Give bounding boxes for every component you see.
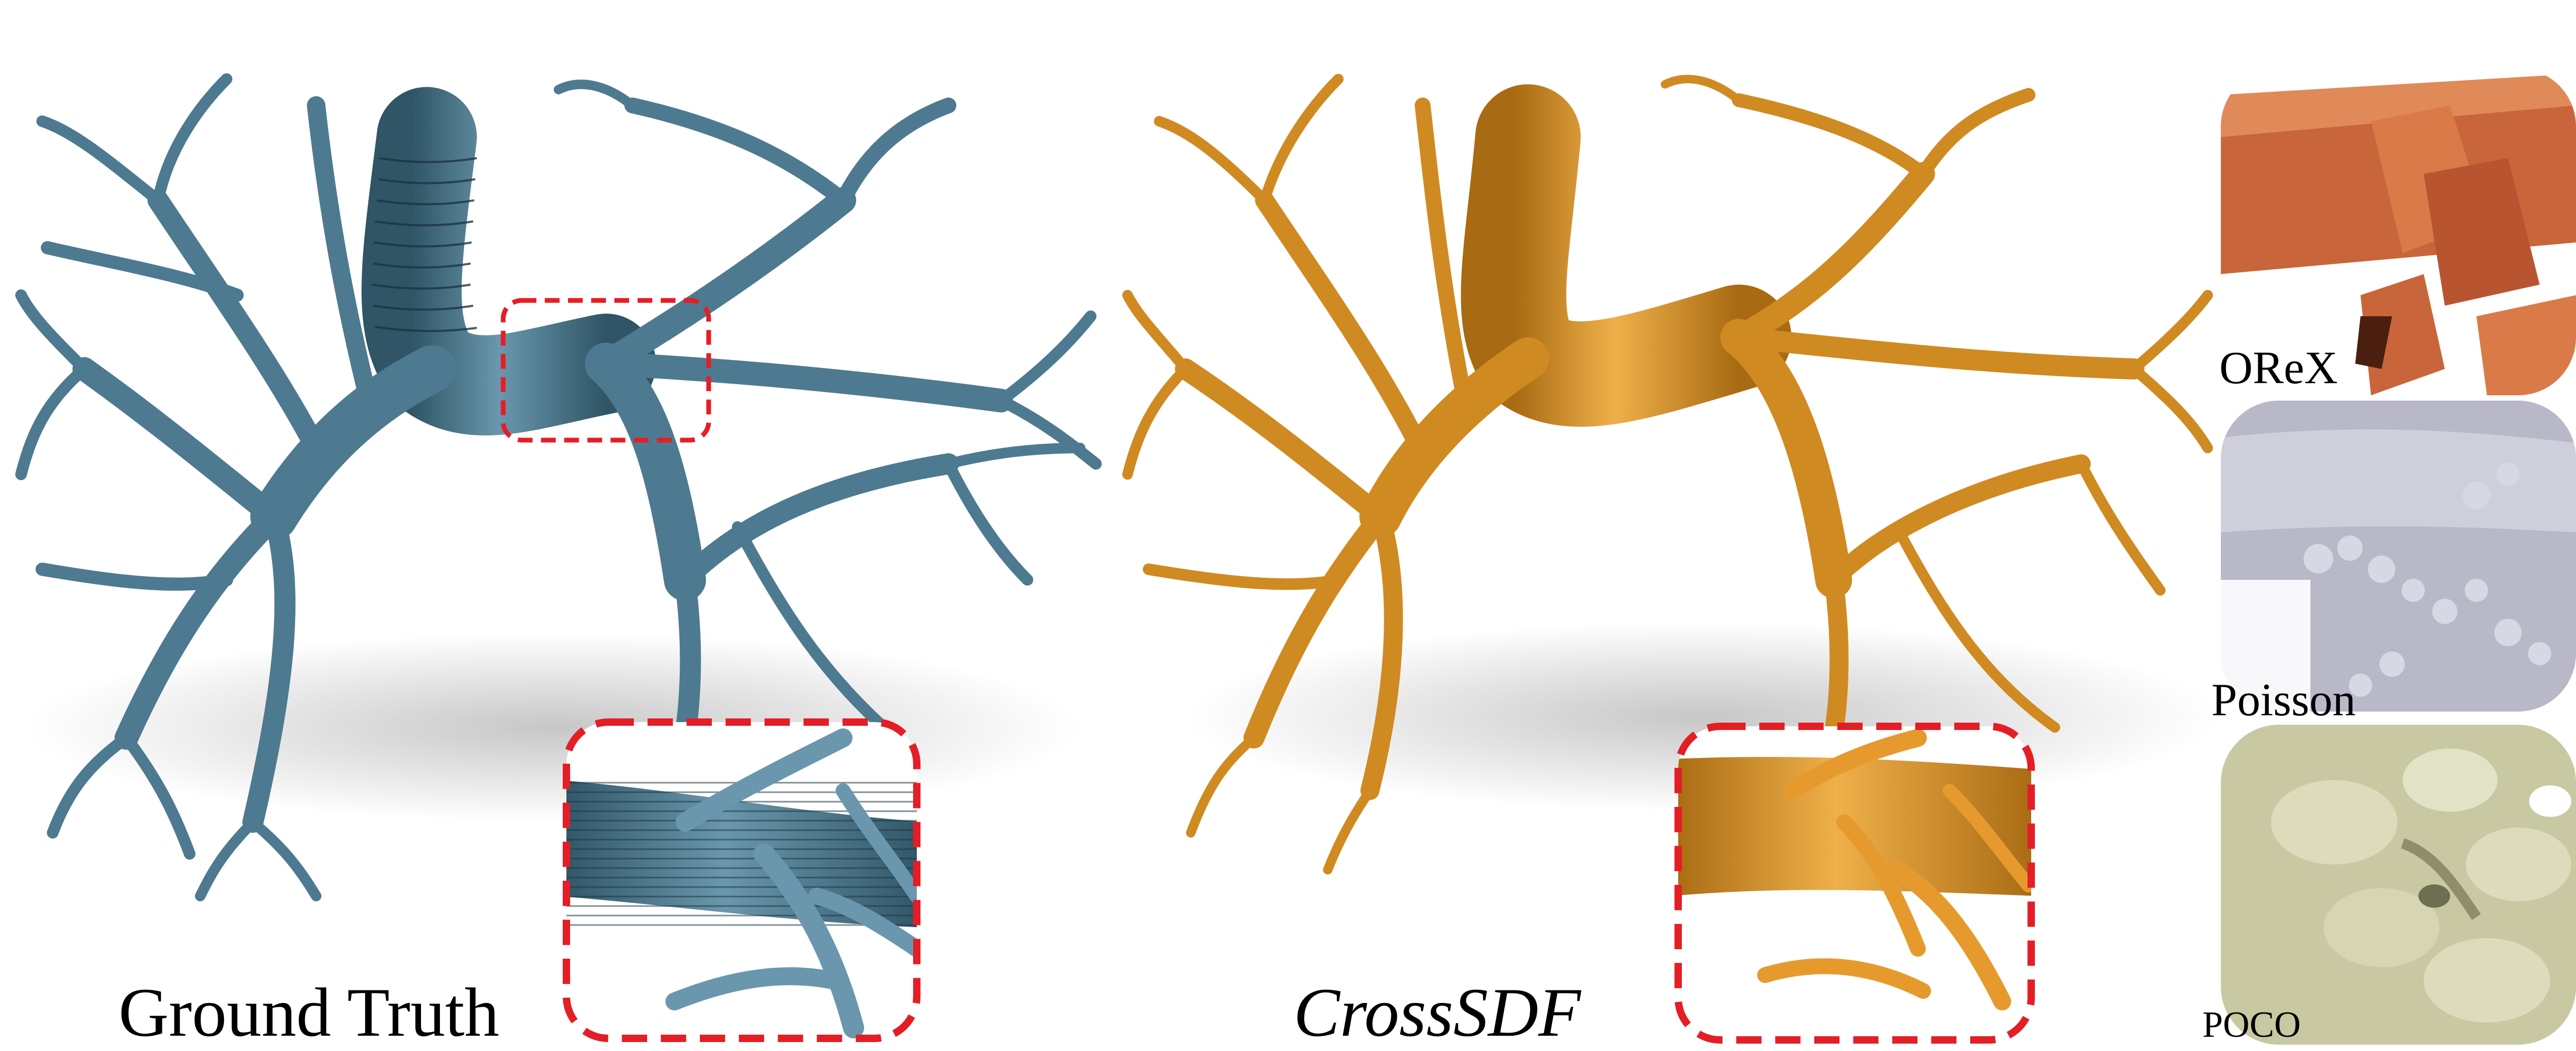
crosssdf-caption: CrossSDF xyxy=(1294,974,1581,1051)
ground-truth-airway-tree xyxy=(15,73,1102,901)
crosssdf-zoom-highlight-box xyxy=(1674,723,2035,1044)
poisson-caption: Poisson xyxy=(2211,675,2356,726)
crosssdf-zoom-inset xyxy=(1678,726,2031,1040)
poco-caption: POCO xyxy=(2202,1005,2301,1045)
crosssdf-airway-tree xyxy=(1122,74,2218,874)
gt-small-highlight-box xyxy=(501,298,711,443)
poisson-inset xyxy=(2221,401,2576,712)
orex-inset xyxy=(2221,69,2576,395)
orex-caption: OReX xyxy=(2219,343,2338,394)
gt-zoom-highlight-box xyxy=(563,718,920,1042)
gt-zoom-inset xyxy=(566,722,917,1038)
ground-truth-caption: Ground Truth xyxy=(119,974,499,1051)
poco-inset xyxy=(2221,725,2576,1045)
